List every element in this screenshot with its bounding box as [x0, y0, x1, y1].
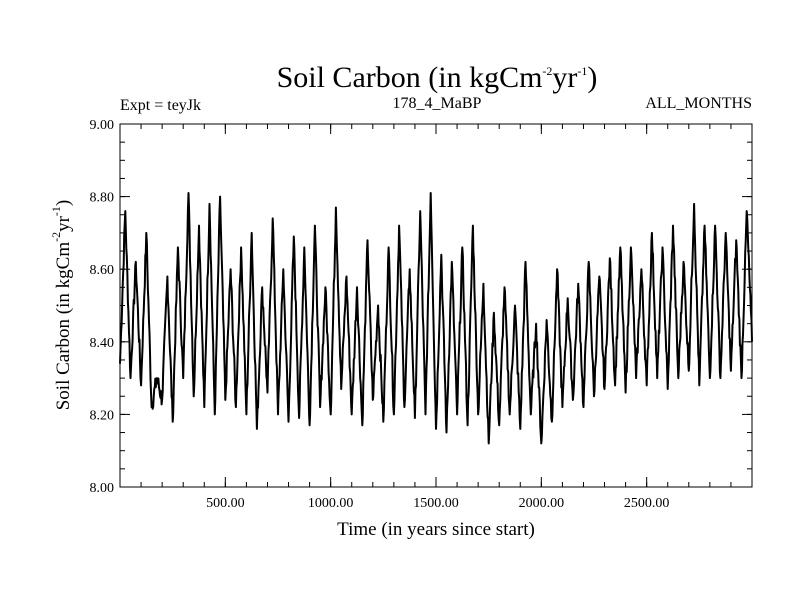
- y-axis-label-sup2: -1: [49, 206, 63, 216]
- y-tick-label: 8.20: [90, 408, 115, 423]
- y-axis-label-mid: yr: [53, 215, 74, 232]
- tick-labels: 500.00 1000.00 1500.00 2000.00 2500.00 8.00 8.…: [90, 118, 670, 511]
- experiment-label: Expt = teyJk: [120, 97, 201, 114]
- x-tick-label: 2000.00: [519, 496, 565, 511]
- soil-carbon-series-line: [119, 192, 753, 445]
- x-tick-label: 1000.00: [308, 496, 354, 511]
- y-tick-label: 8.00: [90, 481, 115, 496]
- axis-ticks: [120, 123, 752, 488]
- chart-title: Soil Carbon (in kgCm-2yr-1): [277, 61, 598, 94]
- y-axis-label-main: Soil Carbon (in kgCm: [53, 242, 74, 411]
- y-tick-label: 8.80: [90, 191, 115, 206]
- chart-title-mid: yr: [552, 61, 577, 94]
- x-tick-label: 500.00: [206, 496, 245, 511]
- y-tick-label: 8.40: [90, 336, 115, 351]
- y-axis-label-end: ): [53, 200, 74, 206]
- x-axis-label: Time (in years since start): [337, 519, 535, 540]
- y-axis-label: Soil Carbon (in kgCm-2yr-1): [49, 200, 74, 411]
- plot-frame: [119, 123, 753, 488]
- period-label: 178_4_MaBP: [393, 95, 482, 112]
- chart-title-sup1: -2: [542, 64, 552, 78]
- x-tick-label: 2500.00: [624, 496, 670, 511]
- chart-title-main: Soil Carbon (in kgCm: [277, 61, 543, 94]
- y-axis-label-sup1: -2: [49, 232, 63, 242]
- x-tick-label: 1500.00: [413, 496, 459, 511]
- y-tick-label: 8.60: [90, 263, 115, 278]
- chart-title-end: ): [587, 61, 597, 94]
- y-tick-label: 9.00: [90, 118, 115, 133]
- months-label: ALL_MONTHS: [645, 95, 752, 112]
- chart-title-sup2: -1: [577, 64, 587, 78]
